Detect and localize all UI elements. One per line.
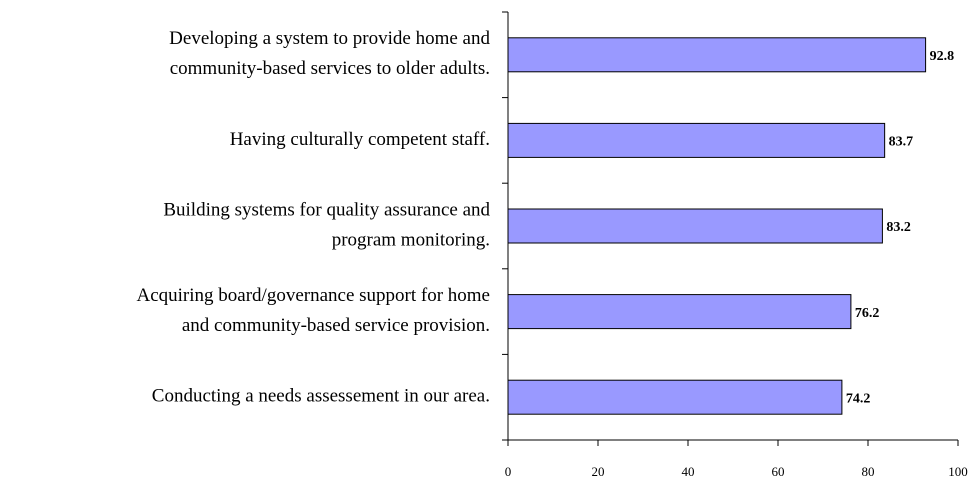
value-label: 76.2 (855, 306, 880, 321)
x-tick-label: 80 (862, 464, 875, 479)
value-label: 74.2 (846, 391, 871, 406)
x-tick-label: 40 (682, 464, 695, 479)
category-label: Conducting a needs assessement in our ar… (152, 386, 490, 407)
value-label: 83.7 (889, 135, 914, 150)
category-label: Developing a system to provide home and (169, 28, 490, 49)
bar (507, 379, 843, 415)
bar (507, 122, 886, 158)
bar (507, 208, 883, 244)
category-label: and community-based service provision. (182, 315, 490, 336)
category-label: Acquiring board/governance support for h… (136, 285, 490, 306)
value-label: 92.8 (930, 49, 955, 64)
x-tick-label: 0 (505, 464, 512, 479)
x-tick-label: 60 (772, 464, 785, 479)
x-tick-label: 100 (948, 464, 968, 479)
category-label: community-based services to older adults… (170, 58, 490, 79)
bar (507, 37, 927, 73)
category-label: program monitoring. (332, 229, 490, 250)
category-label: Having culturally competent staff. (230, 129, 490, 150)
value-label: 83.2 (886, 220, 911, 235)
x-tick-label: 20 (592, 464, 605, 479)
category-label: Building systems for quality assurance a… (163, 199, 490, 220)
bar (507, 294, 852, 330)
